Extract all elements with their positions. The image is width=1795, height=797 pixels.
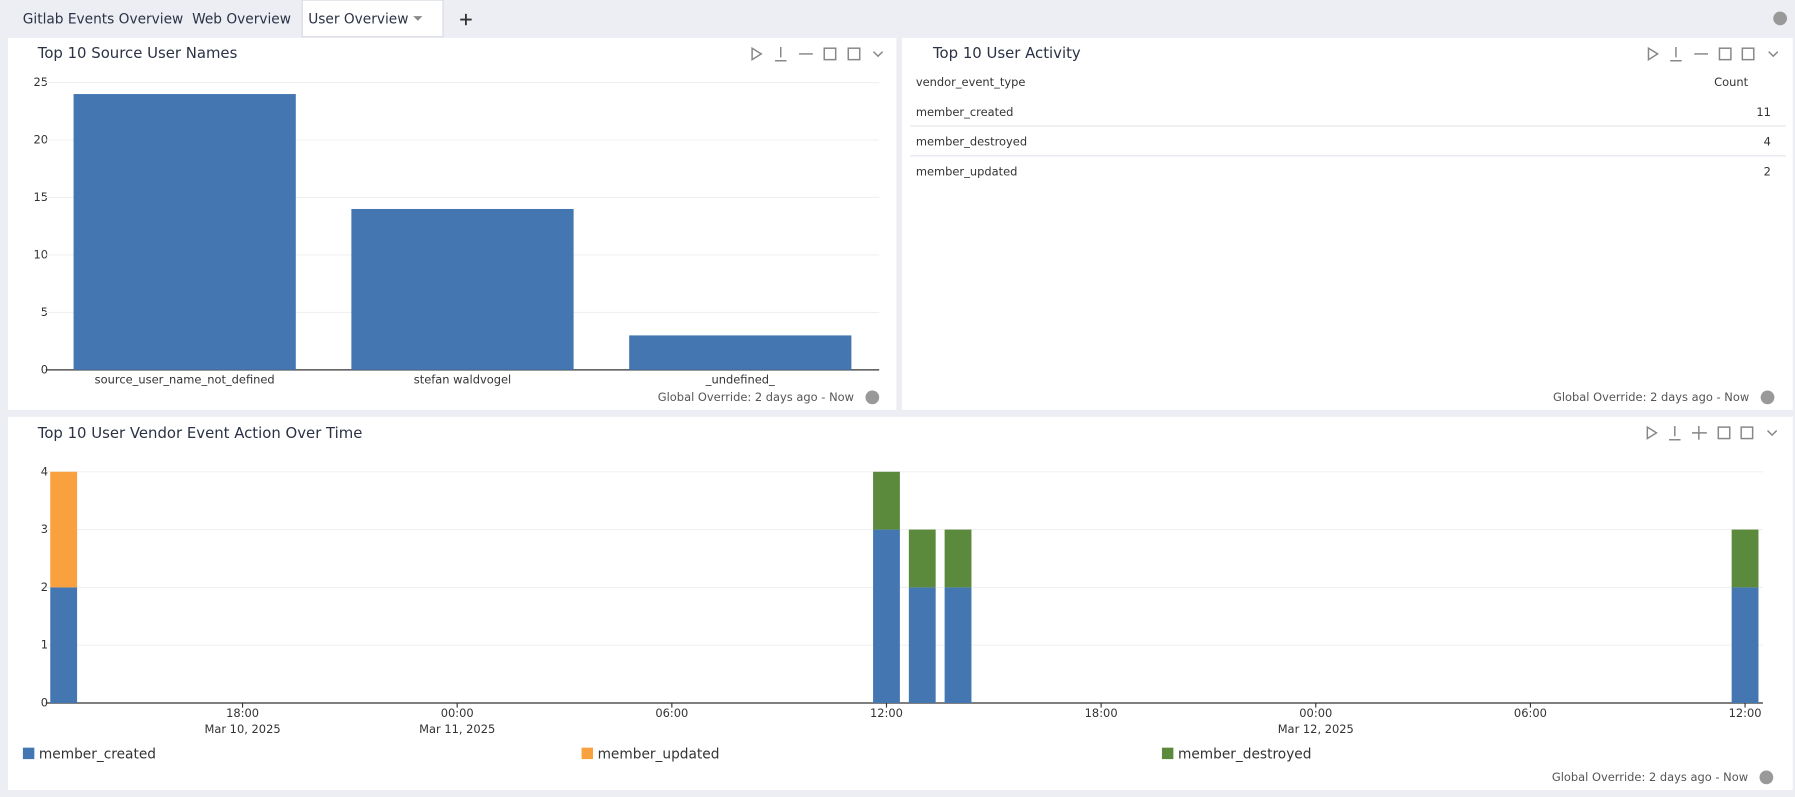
table-cell: member_created bbox=[916, 105, 1014, 119]
panel-toolbar bbox=[751, 46, 1779, 441]
table-cell: 2 bbox=[1764, 164, 1771, 178]
run[interactable] bbox=[751, 46, 763, 61]
y-tick-label: 4 bbox=[41, 464, 48, 478]
collapse[interactable] bbox=[1766, 430, 1778, 437]
tab[interactable]: User Overview bbox=[308, 12, 408, 28]
bar-segment bbox=[908, 587, 936, 704]
y-tick-label: 0 bbox=[41, 362, 48, 376]
bar-segment bbox=[873, 529, 900, 704]
download[interactable] bbox=[1670, 47, 1682, 62]
bar bbox=[351, 208, 574, 370]
tab[interactable]: Web Overview bbox=[192, 12, 291, 28]
edit[interactable] bbox=[847, 47, 861, 61]
x-tick-label: _undefined_ bbox=[705, 373, 775, 387]
table-header[interactable]: Count bbox=[1714, 75, 1748, 89]
table-header[interactable]: vendor_event_type bbox=[916, 75, 1026, 89]
fullscreen[interactable] bbox=[823, 47, 837, 61]
fullscreen[interactable] bbox=[1717, 426, 1731, 440]
table-cell: member_updated bbox=[916, 164, 1018, 178]
x-tick-label: 18:00 bbox=[1085, 706, 1118, 720]
table-body: member_created 11 member_destroyed 4 member_… bbox=[910, 105, 1786, 178]
help[interactable] bbox=[1759, 770, 1774, 785]
legend-swatch bbox=[1161, 747, 1174, 760]
panel-title: Top 10 User Vendor Event Action Over Tim… bbox=[37, 424, 363, 442]
x-tick-label: 00:00 bbox=[441, 706, 474, 720]
legend-swatch bbox=[581, 747, 593, 760]
bar-segment bbox=[50, 587, 78, 704]
y-tick-label: 1 bbox=[41, 638, 48, 652]
run[interactable] bbox=[1647, 46, 1660, 61]
x-tick-date: Mar 10, 2025 bbox=[204, 722, 280, 736]
y-tick-label: 10 bbox=[34, 247, 49, 261]
y-tick-label: 3 bbox=[41, 522, 48, 536]
y-tick-label: 20 bbox=[34, 133, 49, 147]
collapse[interactable] bbox=[872, 51, 884, 58]
legend-label: member_created bbox=[39, 747, 156, 763]
table-cell: member_destroyed bbox=[916, 135, 1027, 149]
bar-segment bbox=[908, 529, 936, 588]
x-tick-label: 00:00 bbox=[1299, 706, 1332, 720]
panel-title: Top 10 User Activity bbox=[932, 44, 1081, 62]
x-tick-label: source_user_name_not_defined bbox=[95, 373, 275, 387]
settings[interactable] bbox=[1773, 11, 1787, 26]
fullscreen[interactable] bbox=[1718, 47, 1732, 61]
table-cell: 4 bbox=[1764, 135, 1771, 149]
x-tick-label: stefan waldvogel bbox=[414, 373, 511, 387]
bar bbox=[73, 94, 296, 370]
collapse[interactable] bbox=[1768, 51, 1779, 58]
panel-title: Top 10 Source User Names bbox=[37, 44, 238, 62]
panel-footer: Global Override: 2 days ago - Now bbox=[1552, 770, 1748, 784]
help[interactable] bbox=[1760, 390, 1775, 405]
x-tick-label: 18:00 bbox=[226, 706, 259, 720]
download[interactable] bbox=[1669, 425, 1681, 441]
bar-segment bbox=[1731, 529, 1759, 588]
bar-segment bbox=[1731, 587, 1759, 704]
table-cell: 11 bbox=[1756, 105, 1771, 119]
y-tick-label: 5 bbox=[41, 305, 48, 319]
x-tick-label: 06:00 bbox=[655, 706, 688, 720]
legend-label: member_updated bbox=[598, 747, 720, 763]
resize[interactable] bbox=[1691, 425, 1707, 440]
panel-footer: Global Override: 2 days ago - Now bbox=[1553, 390, 1749, 404]
y-tick-label: 2 bbox=[41, 580, 48, 594]
edit[interactable] bbox=[1741, 47, 1755, 61]
y-tick-label: 25 bbox=[34, 75, 49, 89]
panel bbox=[902, 37, 1793, 410]
download[interactable] bbox=[775, 47, 787, 62]
y-tick-label: 0 bbox=[41, 696, 48, 710]
bar-segment bbox=[873, 471, 900, 530]
edit[interactable] bbox=[1740, 426, 1754, 440]
panel bbox=[8, 416, 1793, 791]
bar-segment bbox=[944, 529, 972, 588]
y-tick-label: 15 bbox=[34, 190, 49, 204]
panel-footer: Global Override: 2 days ago - Now bbox=[658, 390, 854, 404]
tab-menu[interactable] bbox=[413, 16, 423, 21]
x-tick-label: 12:00 bbox=[1729, 706, 1762, 720]
legend-label: member_destroyed bbox=[1178, 747, 1312, 763]
legend-swatch bbox=[22, 747, 35, 760]
bar-segment bbox=[944, 587, 972, 704]
bar bbox=[629, 335, 852, 370]
x-tick-label: 06:00 bbox=[1514, 706, 1547, 720]
add-tab[interactable] bbox=[460, 13, 472, 26]
tab[interactable]: Gitlab Events Overview bbox=[23, 12, 184, 28]
x-tick-date: Mar 12, 2025 bbox=[1278, 722, 1354, 736]
x-tick-date: Mar 11, 2025 bbox=[419, 722, 495, 736]
x-tick-label: 12:00 bbox=[870, 706, 903, 720]
help[interactable] bbox=[865, 390, 880, 405]
bar-segment bbox=[50, 471, 78, 588]
run[interactable] bbox=[1646, 425, 1658, 440]
